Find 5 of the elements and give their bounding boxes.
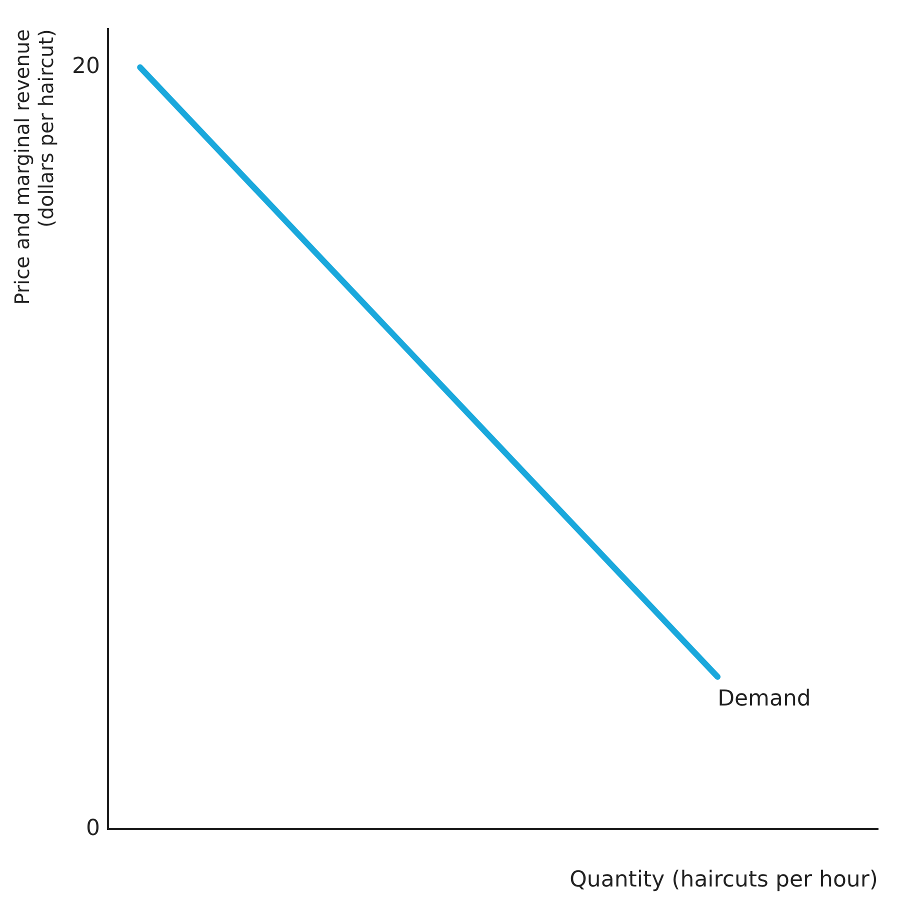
- y-tick-label: 0: [86, 816, 100, 841]
- y-tick-label: 20: [72, 54, 100, 80]
- x-axis-title: Quantity (haircuts per hour): [570, 868, 878, 893]
- series-label: Demand: [718, 686, 811, 712]
- y-axis-title: Price and marginal revenue (dollars per haircut): [10, 29, 58, 305]
